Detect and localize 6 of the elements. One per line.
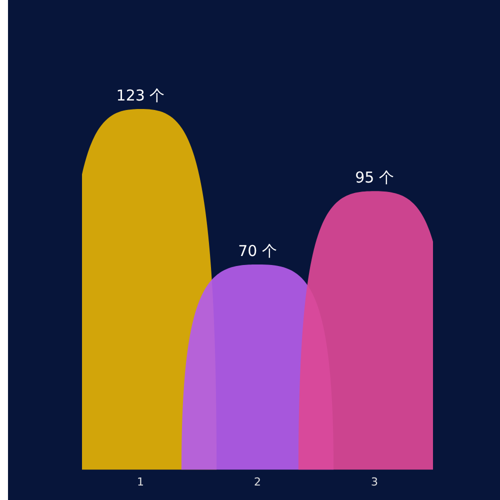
data-label: 123 个	[116, 86, 165, 104]
data-label: 70 个	[238, 242, 277, 260]
data-label: 95 个	[355, 168, 394, 187]
x-tick-label: 2	[254, 475, 261, 488]
x-tick-label: 3	[371, 475, 378, 488]
x-tick-label: 1	[137, 475, 144, 488]
